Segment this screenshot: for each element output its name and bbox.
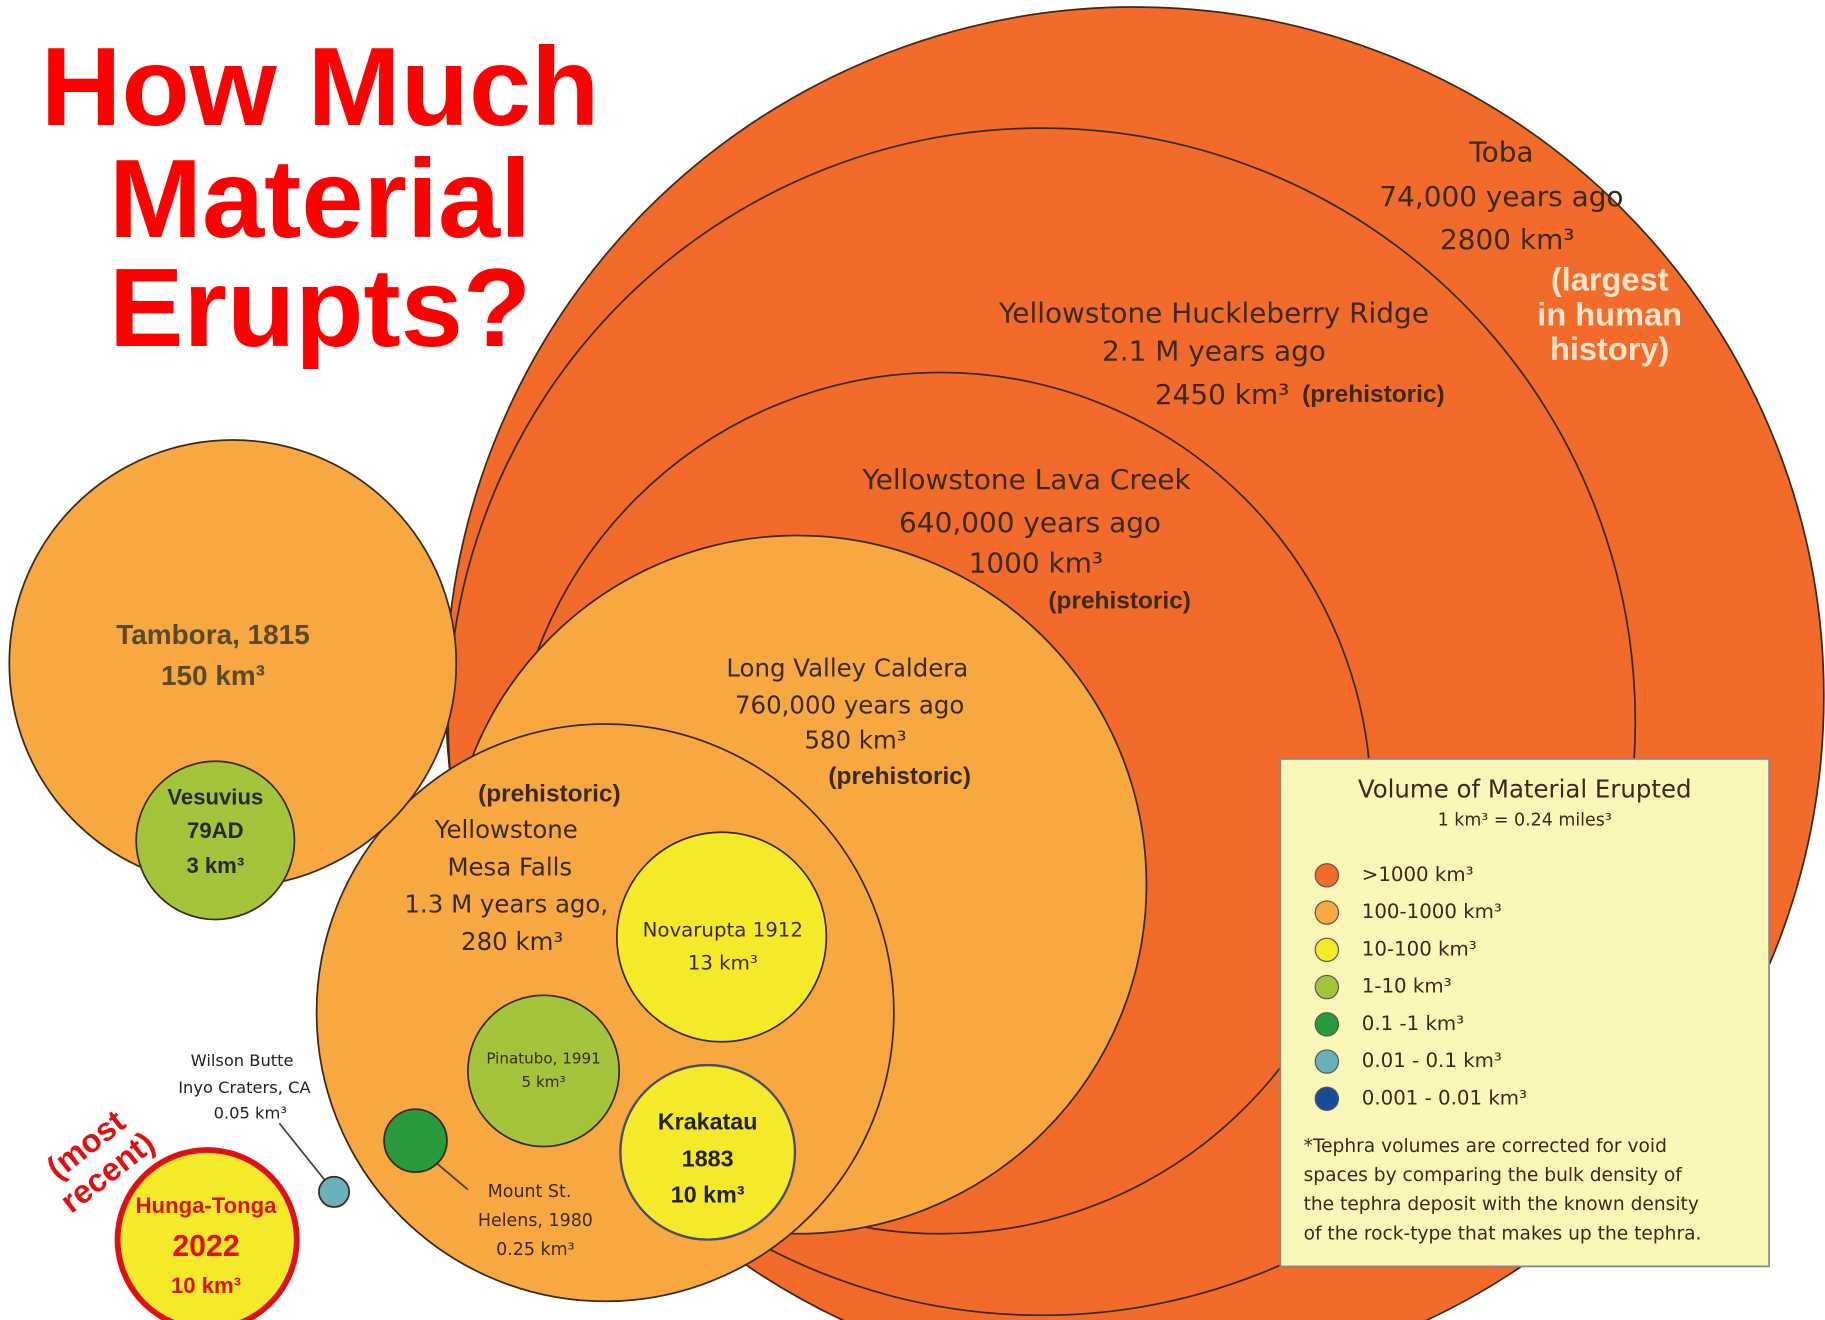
legend-note: spaces by comparing the bulk density of: [1304, 1165, 1683, 1186]
legend-label: >1000 km³: [1362, 863, 1474, 886]
label: 2450 km³: [1155, 378, 1290, 411]
label: Inyo Craters, CA: [178, 1078, 310, 1097]
label: 13 km³: [688, 951, 758, 974]
legend-label: 0.001 - 0.01 km³: [1362, 1086, 1527, 1109]
legend-title: Volume of Material Erupted: [1358, 774, 1692, 803]
label: 640,000 years ago: [899, 506, 1161, 539]
legend-swatch: [1314, 1012, 1340, 1037]
label: 0.05 km³: [214, 1103, 287, 1122]
label: (largest: [1551, 261, 1669, 297]
label: Yellowstone Huckleberry Ridge: [998, 296, 1429, 329]
label: (prehistoric): [1302, 381, 1445, 408]
label: 1883: [682, 1146, 734, 1172]
label: 0.25 km³: [496, 1240, 574, 1260]
label: Helens, 1980: [478, 1211, 593, 1231]
legend: Volume of Material Erupted 1 km³ = 0.24 …: [1279, 758, 1771, 1268]
label: in human: [1537, 296, 1682, 332]
label: Tambora, 1815: [116, 619, 309, 650]
legend-label: 0.1 -1 km³: [1362, 1012, 1464, 1035]
label: 2800 km³: [1440, 223, 1575, 256]
title: Erupts?: [109, 245, 531, 370]
label: 74,000 years ago: [1379, 180, 1623, 213]
title: How Much: [41, 24, 600, 149]
label: Pinatubo, 1991: [486, 1050, 600, 1068]
label: 1.3 M years ago,: [404, 890, 608, 919]
legend-swatch: [1314, 863, 1340, 888]
vesuvius-circle: [135, 760, 296, 921]
label: 280 km³: [461, 927, 563, 956]
krakatau-circle: [619, 1063, 797, 1241]
label: 2.1 M years ago: [1102, 335, 1326, 368]
label: 3 km³: [186, 853, 244, 878]
legend-swatch: [1314, 1049, 1340, 1074]
label: history): [1550, 331, 1669, 367]
legend-label: 10-100 km³: [1362, 937, 1477, 960]
label: Yellowstone Lava Creek: [861, 463, 1191, 496]
legend-box: [1279, 758, 1771, 1268]
label: Vesuvius: [167, 784, 263, 809]
label: 10 km³: [671, 1182, 745, 1208]
label: 760,000 years ago: [735, 691, 964, 720]
label: (prehistoric): [828, 763, 971, 790]
label: 79AD: [187, 818, 244, 843]
label: (prehistoric): [1048, 587, 1191, 614]
connector: [278, 1122, 327, 1182]
label: 5 km³: [522, 1073, 566, 1091]
novarupta-circle: [615, 831, 828, 1043]
legend-subtitle: 1 km³ = 0.24 miles³: [1438, 811, 1612, 831]
mesa-falls-circle: [315, 723, 895, 1303]
label: (prehistoric): [478, 780, 621, 807]
label: 10 km³: [171, 1273, 241, 1298]
label: 150 km³: [161, 660, 265, 691]
pinatubo-circle: [467, 994, 621, 1148]
label: Mount St.: [488, 1182, 572, 1202]
legend-swatch: [1314, 1086, 1340, 1112]
wilson-butte-circle: [318, 1175, 351, 1208]
hunga-tonga-circle: [114, 1147, 300, 1320]
legend-label: 1-10 km³: [1362, 975, 1452, 998]
label: Hunga-Tonga: [136, 1193, 278, 1218]
title: Material: [109, 136, 531, 261]
label: 2022: [172, 1230, 239, 1263]
legend-note: of the rock-type that makes up the tephr…: [1304, 1223, 1702, 1244]
label: Wilson Butte: [191, 1051, 294, 1070]
label: 580 km³: [804, 725, 906, 754]
label: Krakatau: [658, 1108, 758, 1134]
label: Yellowstone: [434, 815, 578, 844]
legend-label: 100-1000 km³: [1362, 900, 1502, 923]
st-helens-circle: [383, 1108, 448, 1173]
legend-swatch: [1314, 974, 1340, 1000]
legend-note: *Tephra volumes are corrected for void: [1304, 1136, 1667, 1157]
label: Toba: [1468, 136, 1533, 169]
legend-note: the tephra deposit with the known densit…: [1304, 1194, 1699, 1215]
label: 1000 km³: [969, 547, 1104, 580]
legend-label: 0.01 - 0.1 km³: [1362, 1049, 1502, 1072]
legend-swatch: [1314, 937, 1340, 963]
label: Mesa Falls: [447, 852, 572, 881]
label: Novarupta 1912: [643, 919, 803, 942]
legend-swatch: [1314, 900, 1340, 925]
label: Long Valley Caldera: [726, 653, 968, 682]
